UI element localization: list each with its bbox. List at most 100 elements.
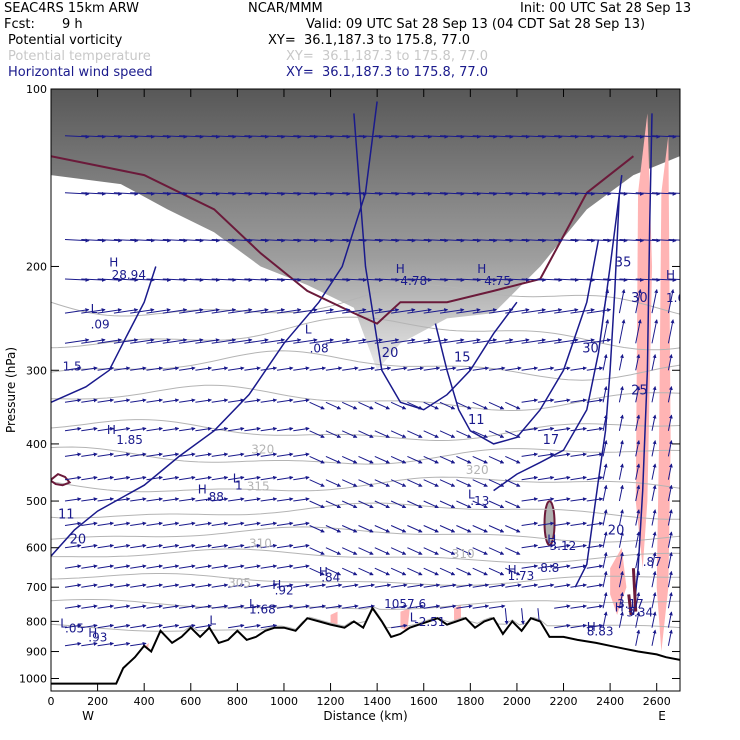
wind-vector [439, 479, 456, 487]
wind-vector [618, 353, 624, 371]
wind-vector [97, 308, 122, 314]
wind-vector [391, 308, 416, 314]
wind-vector [554, 338, 579, 344]
x-tick-label: 1800 [456, 695, 484, 708]
wind-vector [244, 398, 261, 403]
wind-vector [228, 497, 245, 502]
wind-vector [260, 583, 278, 588]
wind-vector [358, 366, 375, 371]
wind-vector [81, 497, 98, 502]
pv-label: 28.94 [112, 268, 146, 282]
wind-vector [342, 238, 367, 243]
wind-vector [619, 277, 645, 282]
wind-vector [554, 452, 571, 457]
wind-vector [244, 366, 261, 371]
wind-vector [293, 366, 310, 371]
wind-vector [162, 277, 188, 282]
wind-vector [505, 277, 530, 282]
wind-vector [407, 401, 423, 410]
x-tick-label: 2600 [643, 695, 671, 708]
pv-shading-blob [543, 500, 556, 547]
wind-speed-label: 20 [608, 524, 625, 539]
wind-vector [521, 238, 547, 243]
wind-vector [439, 134, 465, 139]
wind-vector [472, 308, 498, 314]
wind-vector [456, 583, 473, 588]
wind-vector [439, 500, 456, 509]
wind-vector [554, 426, 571, 432]
wind-vector [113, 604, 131, 609]
y-tick-label: 700 [26, 581, 47, 594]
wind-vector [309, 479, 325, 487]
wind-vector [635, 277, 661, 282]
wind-vector [244, 338, 269, 344]
wind-vector [505, 567, 521, 576]
wind-vector [554, 521, 571, 526]
wind-vector [667, 463, 673, 480]
wind-vector [325, 567, 342, 576]
wind-vector [195, 308, 220, 314]
wind-vector [521, 452, 539, 457]
wind-vector [179, 583, 196, 588]
wind-vector [130, 497, 147, 502]
wind-vector [130, 452, 147, 457]
wind-vector [244, 426, 261, 432]
wind-vector [146, 583, 163, 588]
wind-vector [537, 497, 555, 502]
wind-vector [260, 604, 278, 609]
wind-vector [113, 623, 131, 629]
wind-vector [146, 497, 163, 502]
wind-vector [374, 238, 400, 243]
terrain-outline [51, 606, 680, 685]
wind-vector [586, 238, 612, 243]
pv-shading-high [454, 604, 462, 622]
wind-vector [358, 547, 374, 555]
wind-vector [521, 543, 539, 549]
theta-contour [51, 284, 680, 317]
pv-label: 1.64 [666, 291, 693, 305]
pv-label: .09 [91, 318, 110, 332]
wind-vector [358, 604, 375, 609]
wind-vector [97, 398, 115, 403]
pv-label: L [91, 302, 98, 316]
wind-vector [554, 564, 571, 569]
wind-vector [505, 308, 530, 314]
wind-vector [423, 401, 439, 410]
wind-vector [81, 191, 106, 196]
wind-vector [407, 500, 423, 509]
y-tick-label: 400 [26, 438, 47, 451]
wind-vector [586, 426, 604, 432]
wind-vector [423, 583, 441, 588]
wind-vector [244, 238, 269, 243]
wind-vector [472, 567, 488, 576]
wind-vector [162, 564, 180, 569]
wind-vector [504, 608, 509, 625]
wind-speed-label: 30 [631, 291, 648, 306]
plot-frame [50, 88, 681, 692]
wind-vector [293, 564, 310, 569]
wind-vector [618, 463, 624, 480]
wind-vector [586, 191, 612, 196]
wind-vector [391, 623, 408, 629]
wind-vector [64, 623, 82, 629]
wind-vector [358, 134, 384, 139]
wind-vector [244, 583, 261, 588]
wind-vector [586, 452, 604, 457]
pv-label: H [477, 262, 486, 276]
pv-label: .05 [65, 621, 84, 635]
wind-vector [635, 509, 641, 526]
wind-vector [179, 191, 204, 196]
wind-vector [195, 543, 212, 549]
wind-vector [179, 452, 196, 457]
wind-vector [537, 426, 555, 432]
wind-vector [64, 641, 82, 647]
wind-vector [423, 479, 439, 487]
theta-contour [51, 502, 680, 520]
wind-vector [97, 564, 115, 569]
wind-vector [211, 583, 229, 588]
wind-vector [293, 308, 318, 314]
wind-vector [537, 475, 555, 481]
wind-vector [244, 277, 269, 282]
wind-vector [521, 426, 539, 432]
wind-vector [211, 134, 237, 139]
